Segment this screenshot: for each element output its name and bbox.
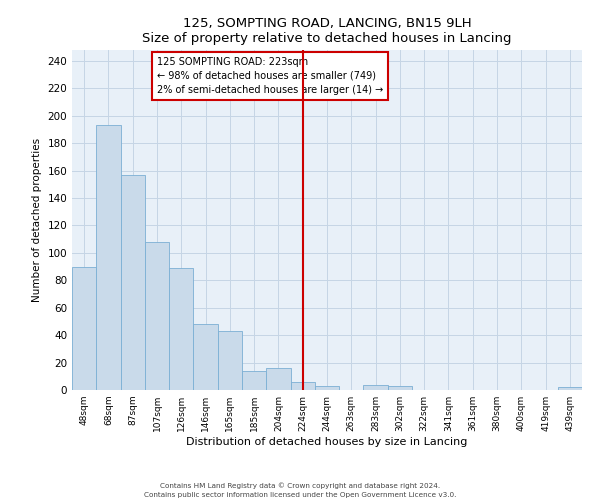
Bar: [315, 386, 339, 390]
Bar: [193, 324, 218, 390]
Text: Contains HM Land Registry data © Crown copyright and database right 2024.
Contai: Contains HM Land Registry data © Crown c…: [144, 482, 456, 498]
Bar: [558, 388, 582, 390]
Bar: [145, 242, 169, 390]
Bar: [169, 268, 193, 390]
Title: 125, SOMPTING ROAD, LANCING, BN15 9LH
Size of property relative to detached hous: 125, SOMPTING ROAD, LANCING, BN15 9LH Si…: [142, 16, 512, 44]
Bar: [242, 371, 266, 390]
Bar: [266, 368, 290, 390]
Text: 125 SOMPTING ROAD: 223sqm
← 98% of detached houses are smaller (749)
2% of semi-: 125 SOMPTING ROAD: 223sqm ← 98% of detac…: [157, 57, 383, 95]
Bar: [388, 386, 412, 390]
Y-axis label: Number of detached properties: Number of detached properties: [32, 138, 42, 302]
Bar: [72, 266, 96, 390]
Bar: [96, 126, 121, 390]
Bar: [121, 175, 145, 390]
Bar: [290, 382, 315, 390]
X-axis label: Distribution of detached houses by size in Lancing: Distribution of detached houses by size …: [187, 437, 467, 447]
Bar: [364, 384, 388, 390]
Bar: [218, 331, 242, 390]
